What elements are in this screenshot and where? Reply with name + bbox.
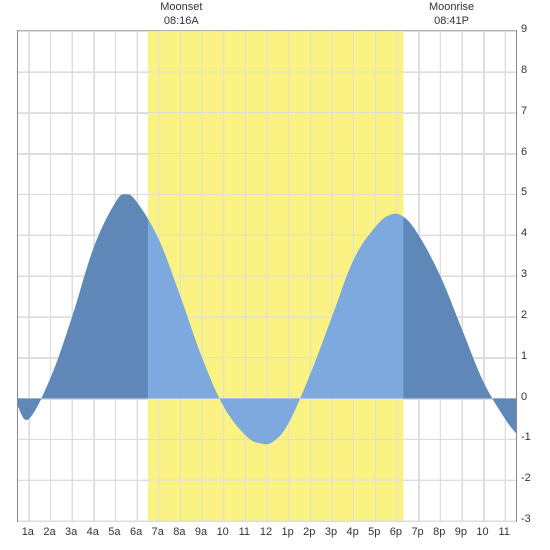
x-tick-label: 8p xyxy=(433,526,445,538)
x-tick-label: 3p xyxy=(325,526,337,538)
x-tick-label: 5a xyxy=(108,526,120,538)
y-tick-label: -3 xyxy=(521,513,531,525)
x-tick-label: 11 xyxy=(498,526,509,538)
moonrise-title: Moonrise xyxy=(429,1,474,13)
moonset-time: 08:16A xyxy=(164,15,199,27)
x-tick-label: 3a xyxy=(65,526,77,538)
x-tick-label: 6a xyxy=(130,526,142,538)
tide-chart: -3-2-101234567891a2a3a4a5a6a7a8a9a101112… xyxy=(0,0,550,550)
y-tick-label: 7 xyxy=(521,105,527,117)
y-tick-label: 1 xyxy=(521,350,527,362)
x-tick-label: 4a xyxy=(87,526,99,538)
x-tick-label: 2a xyxy=(43,526,55,538)
moonrise-time: 08:41P xyxy=(434,15,469,27)
x-tick-label: 10 xyxy=(217,526,229,538)
x-tick-label: 11 xyxy=(239,526,250,538)
chart-svg xyxy=(18,31,516,521)
x-tick-label: 7p xyxy=(411,526,423,538)
x-tick-label: 6p xyxy=(390,526,402,538)
x-tick-label: 10 xyxy=(476,526,488,538)
y-tick-label: 2 xyxy=(521,309,527,321)
y-tick-label: 4 xyxy=(521,227,527,239)
y-tick-label: 6 xyxy=(521,146,527,158)
plot-area xyxy=(17,30,517,522)
x-tick-label: 8a xyxy=(173,526,185,538)
x-tick-label: 5p xyxy=(368,526,380,538)
y-tick-label: 5 xyxy=(521,186,527,198)
x-tick-label: 2p xyxy=(303,526,315,538)
moonset-title: Moonset xyxy=(160,1,202,13)
y-tick-label: 3 xyxy=(521,268,527,280)
y-tick-label: 8 xyxy=(521,64,527,76)
y-tick-label: 0 xyxy=(521,391,527,403)
x-tick-label: 7a xyxy=(152,526,164,538)
x-tick-label: 1a xyxy=(22,526,34,538)
y-tick-label: 9 xyxy=(521,23,527,35)
y-tick-label: -1 xyxy=(521,431,531,443)
x-tick-label: 9a xyxy=(195,526,207,538)
moonset-label: Moonset 08:16A xyxy=(160,0,202,29)
x-tick-label: 9p xyxy=(455,526,467,538)
x-tick-label: 1p xyxy=(282,526,294,538)
x-tick-label: 12 xyxy=(260,526,272,538)
moonrise-label: Moonrise 08:41P xyxy=(429,0,474,29)
x-tick-label: 4p xyxy=(346,526,358,538)
y-tick-label: -2 xyxy=(521,472,531,484)
